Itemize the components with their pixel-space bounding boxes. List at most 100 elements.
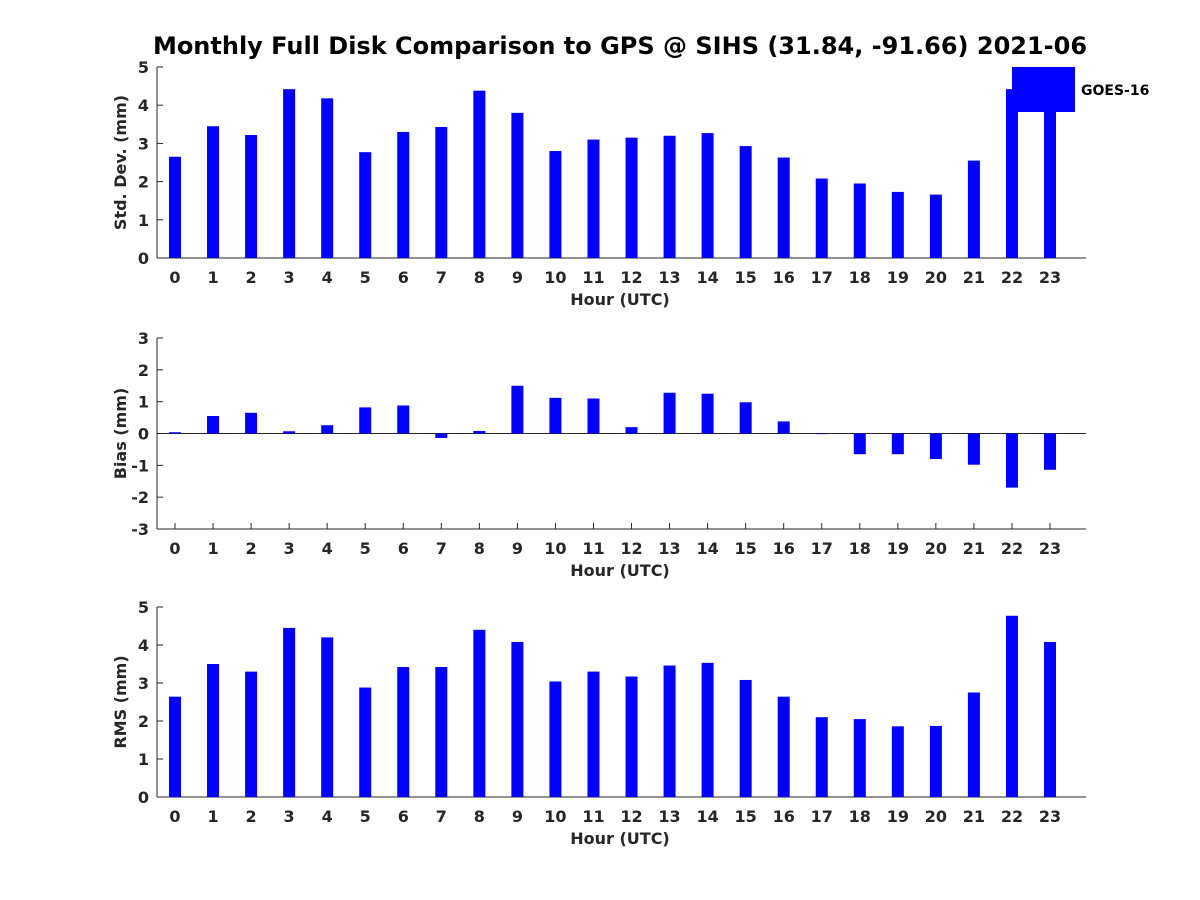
bar-hour-15: [739, 402, 752, 434]
x-tick-label: 15: [735, 268, 757, 287]
bar-hour-14: [701, 662, 714, 797]
bar-hour-21: [967, 692, 980, 797]
bar-hour-0: [169, 156, 181, 258]
bar-hour-1: [207, 664, 220, 797]
y-tick-label: 3: [138, 329, 149, 348]
x-tick-label: 23: [1039, 807, 1061, 826]
x-tick-label: 9: [512, 539, 523, 558]
bar-hour-16: [777, 157, 790, 258]
x-tick-label: 2: [246, 807, 257, 826]
bar-hour-20: [929, 725, 942, 797]
y-tick-label: 2: [138, 361, 149, 380]
bar-hour-2: [245, 671, 258, 797]
x-tick-label: 3: [284, 539, 295, 558]
x-tick-label: 11: [582, 268, 604, 287]
x-tick-label: 3: [284, 268, 295, 287]
x-tick-label: 14: [696, 539, 718, 558]
y-tick-label: 2: [138, 712, 149, 731]
bar-hour-10: [549, 397, 562, 434]
bar-hour-9: [511, 641, 524, 797]
bar-hour-4: [321, 425, 334, 434]
x-tick-label: 21: [963, 539, 985, 558]
x-tick-label: 4: [322, 539, 333, 558]
x-tick-label: 0: [169, 268, 180, 287]
x-tick-label: 23: [1039, 268, 1061, 287]
bar-hour-1: [207, 415, 220, 434]
x-tick-label: 6: [398, 539, 409, 558]
y-tick-label: 4: [138, 636, 149, 655]
x-tick-label: 10: [544, 539, 566, 558]
x-tick-label: 22: [1001, 807, 1023, 826]
bar-hour-13: [663, 135, 676, 258]
x-tick-label: 12: [620, 539, 642, 558]
bar-hour-16: [777, 421, 790, 434]
bar-hour-18: [853, 433, 866, 455]
bar-hour-11: [587, 671, 600, 797]
bar-hour-22: [1005, 89, 1018, 258]
bar-hour-1: [207, 126, 220, 259]
bar-hour-10: [549, 151, 562, 258]
x-tick-label: 17: [811, 539, 833, 558]
x-tick-label: 2: [246, 539, 257, 558]
x-tick-label: 16: [773, 807, 795, 826]
x-tick-label: 19: [887, 539, 909, 558]
bar-hour-5: [359, 407, 372, 434]
bar-hour-13: [663, 665, 676, 797]
bar-hour-5: [359, 152, 372, 258]
bar-hour-23: [1044, 95, 1056, 259]
bar-hour-22: [1005, 433, 1018, 488]
x-tick-label: 17: [811, 807, 833, 826]
x-tick-label: 1: [207, 268, 218, 287]
legend: GOES-16: [1012, 67, 1149, 112]
x-tick-label: 15: [735, 807, 757, 826]
bar-hour-19: [891, 726, 904, 797]
bar-hour-3: [283, 431, 296, 434]
x-tick-label: 20: [925, 268, 947, 287]
x-tick-label: 14: [696, 807, 718, 826]
x-tick-label: 23: [1039, 539, 1061, 558]
x-tick-label: 13: [658, 539, 680, 558]
x-tick-label: 8: [474, 268, 485, 287]
legend-label: GOES-16: [1081, 83, 1149, 99]
x-tick-label: 20: [925, 539, 947, 558]
bar-hour-8: [473, 430, 486, 434]
bar-hour-22: [1005, 615, 1018, 797]
y-tick-label: 3: [138, 674, 149, 693]
y-tick-label: -3: [131, 520, 149, 539]
y-tick-label: -1: [131, 456, 149, 475]
x-axis-label: Hour (UTC): [570, 829, 670, 848]
y-tick-label: 5: [138, 598, 149, 617]
x-tick-label: 6: [398, 268, 409, 287]
bar-hour-6: [397, 667, 410, 797]
x-tick-label: 22: [1001, 539, 1023, 558]
legend-swatch: [1012, 67, 1075, 112]
bar-hour-12: [625, 676, 638, 797]
bar-hour-20: [929, 194, 942, 258]
x-tick-label: 7: [436, 539, 447, 558]
x-tick-label: 8: [474, 539, 485, 558]
bar-hour-19: [891, 191, 904, 258]
bar-hour-8: [473, 90, 486, 259]
x-tick-label: 1: [207, 539, 218, 558]
bar-hour-5: [359, 687, 372, 797]
x-tick-label: 11: [582, 539, 604, 558]
y-tick-label: 0: [138, 249, 149, 268]
x-tick-label: 20: [925, 807, 947, 826]
bar-hour-6: [397, 405, 410, 434]
y-axis-label: RMS (mm): [111, 655, 130, 748]
x-tick-label: 16: [773, 539, 795, 558]
bar-hour-11: [587, 139, 600, 258]
bar-hour-21: [967, 160, 980, 258]
bar-hour-14: [701, 393, 714, 434]
x-tick-label: 13: [658, 807, 680, 826]
bar-hour-11: [587, 398, 600, 434]
bar-hour-6: [397, 131, 410, 258]
x-tick-label: 4: [322, 268, 333, 287]
bar-hour-2: [245, 134, 258, 258]
x-tick-label: 18: [849, 539, 871, 558]
x-tick-label: 13: [658, 268, 680, 287]
bar-hour-7: [435, 126, 448, 258]
